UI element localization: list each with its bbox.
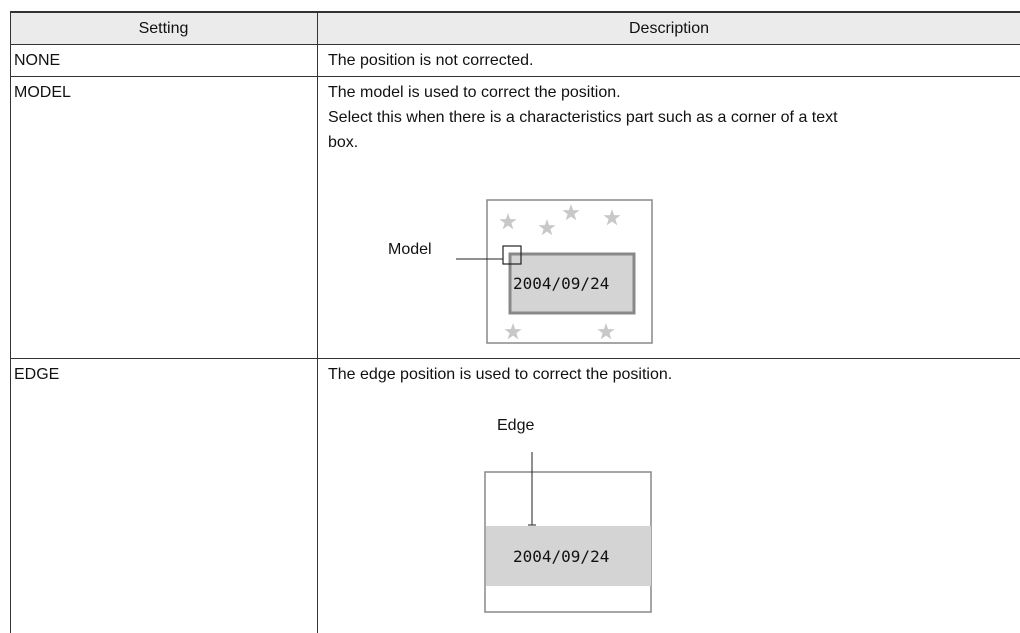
label: Model <box>388 241 432 258</box>
rule <box>10 76 1020 77</box>
rule <box>10 358 1020 359</box>
rule <box>317 11 318 633</box>
date: 2004/09/24 <box>513 547 609 566</box>
header-cell: Setting <box>138 20 189 37</box>
model-figure: Model 2004/09/24 <box>388 199 653 344</box>
header-cell: Description <box>628 20 710 37</box>
setting: NONE <box>14 52 61 69</box>
header-bg <box>10 12 1020 44</box>
text-box <box>508 252 636 315</box>
edge-figure: Edge 2004/09/24 <box>484 417 652 613</box>
rule <box>10 44 1020 45</box>
date: 2004/09/24 <box>513 274 609 293</box>
band <box>486 526 651 586</box>
description: Select this when there is a characterist… <box>328 109 838 151</box>
setting: EDGE <box>14 366 60 383</box>
rule <box>10 11 1020 13</box>
description: The model is used to correct the positio… <box>328 84 621 101</box>
setting: MODEL <box>14 84 71 101</box>
description: The edge position is used to correct the… <box>328 366 673 383</box>
description: The position is not corrected. <box>328 52 534 69</box>
rule <box>10 11 11 633</box>
label: Edge <box>497 417 534 434</box>
model-box <box>502 245 522 265</box>
